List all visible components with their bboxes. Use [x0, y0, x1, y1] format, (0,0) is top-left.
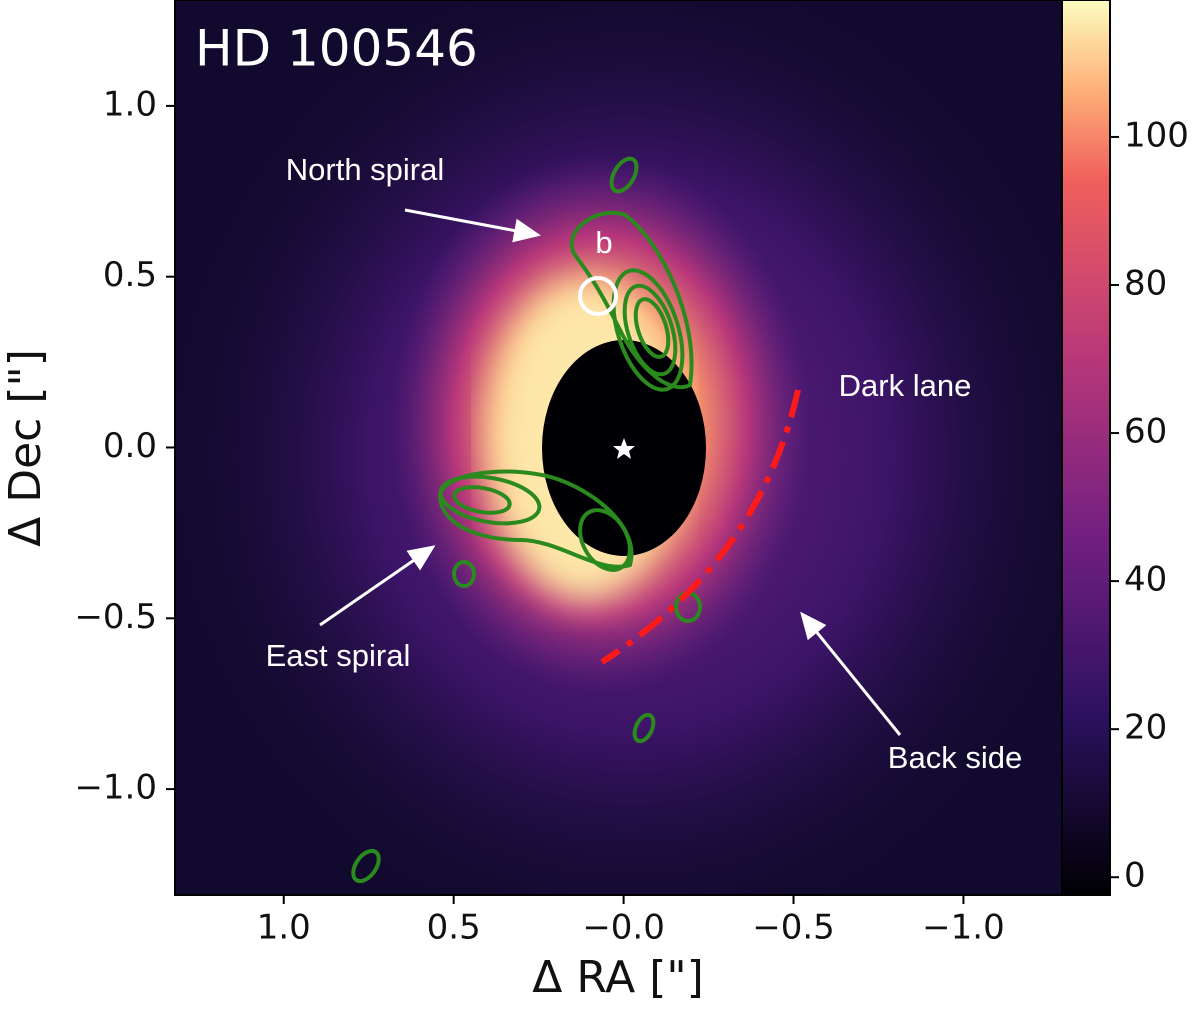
- contours: [351, 156, 702, 884]
- annotation: East spiral: [266, 638, 411, 673]
- y-tick-label: 1.0: [103, 84, 157, 124]
- y-tick-label: −1.0: [74, 768, 157, 808]
- colorbar: [1061, 0, 1111, 896]
- x-tick-label: −0.0: [582, 908, 665, 948]
- colorbar-tick-label: 20: [1124, 708, 1167, 748]
- dark-lane-line: [600, 389, 801, 665]
- x-tick-label: 0.5: [427, 908, 481, 948]
- x-tick-label: 1.0: [257, 908, 311, 948]
- x-tick-label: −0.5: [752, 908, 835, 948]
- annotation: Back side: [888, 740, 1022, 775]
- y-tick-label: 0.0: [103, 426, 157, 466]
- planet-marker: [578, 276, 618, 316]
- colorbar-tick-label: 40: [1124, 560, 1167, 600]
- y-tick-label: −0.5: [74, 597, 157, 637]
- annotation: Dark lane: [839, 368, 972, 403]
- colorbar-tick-label: 60: [1124, 412, 1167, 452]
- annotation: b: [595, 225, 612, 260]
- arrows: [319, 208, 902, 736]
- annotation: North spiral: [286, 152, 445, 187]
- star: [613, 438, 635, 459]
- colorbar-tick-label: 0: [1124, 856, 1146, 896]
- x-tick-label: −1.0: [922, 908, 1005, 948]
- chart-title: HD 100546: [195, 20, 478, 78]
- x-axis-label: Δ RA ["]: [532, 952, 704, 1003]
- y-tick-label: 0.5: [103, 255, 157, 295]
- colorbar-tick-label: 80: [1124, 264, 1167, 304]
- y-axis-label: Δ Dec ["]: [0, 349, 51, 547]
- colorbar-tick-label: 100: [1124, 115, 1189, 155]
- image: [175, 0, 1062, 895]
